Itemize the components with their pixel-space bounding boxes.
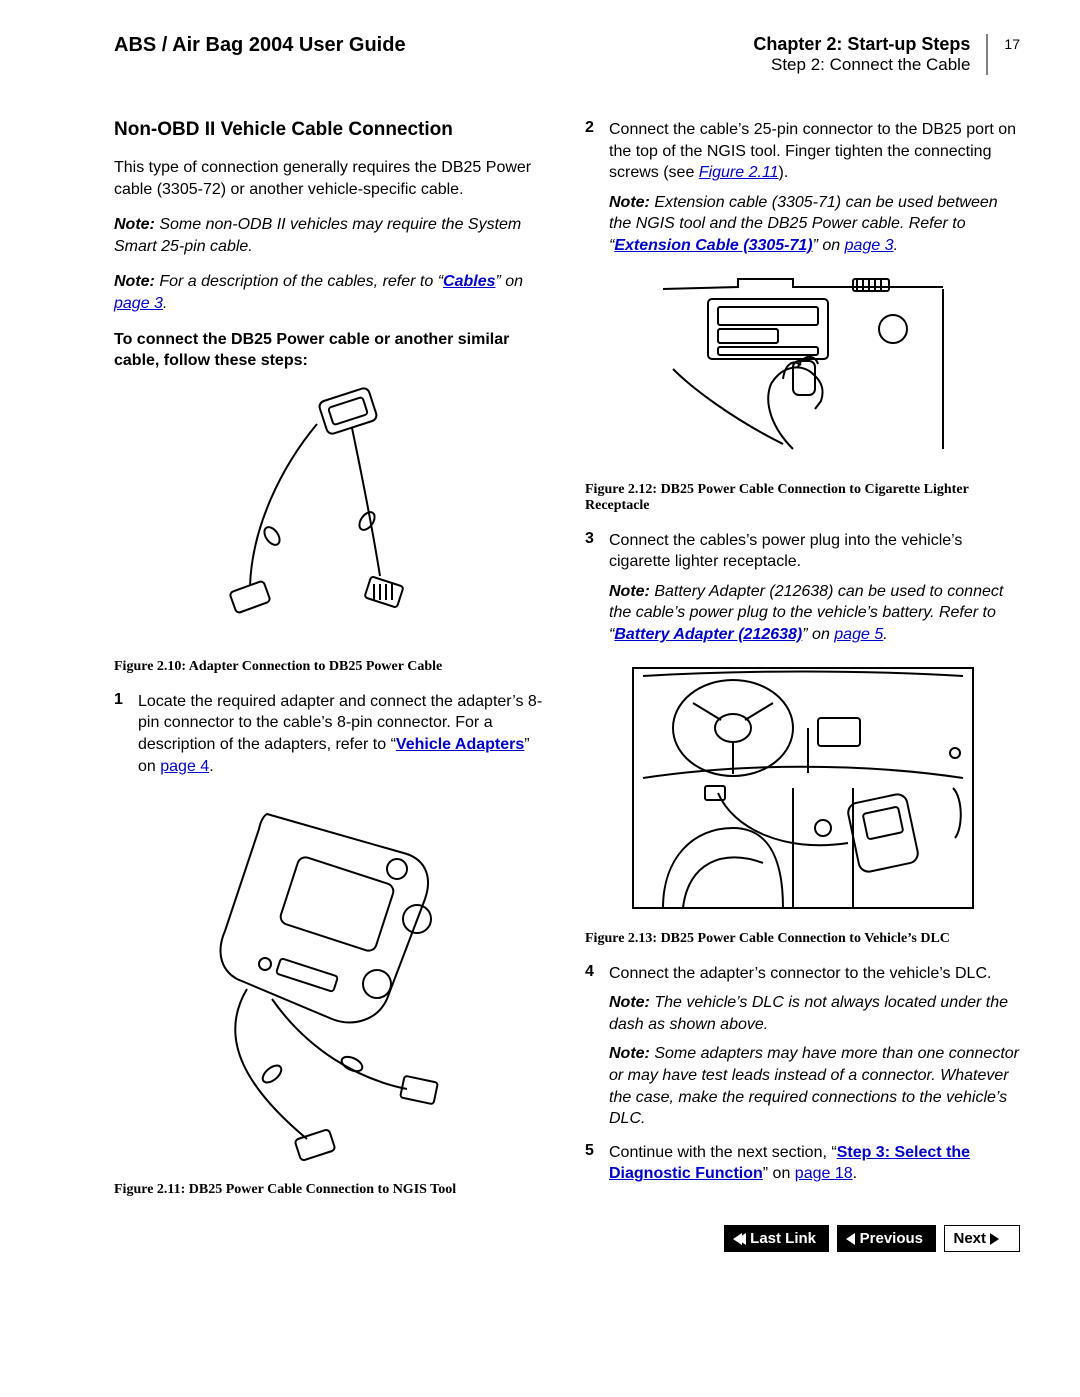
nav-label: Next xyxy=(953,1230,986,1247)
step-text: Connect the cables’s power plug into the… xyxy=(609,532,962,571)
link-page5[interactable]: page 5 xyxy=(834,626,883,643)
step-body: Connect the adapter’s connector to the v… xyxy=(609,963,1020,1130)
note-text: The vehicle’s DLC is not always located … xyxy=(609,994,1008,1033)
step4-note2: Note: Some adapters may have more than o… xyxy=(609,1043,1020,1129)
nav-label: Previous xyxy=(860,1230,923,1247)
step-3: 3 Connect the cables’s power plug into t… xyxy=(585,530,1020,646)
step-body: Connect the cables’s power plug into the… xyxy=(609,530,1020,646)
figure-2-13-caption: Figure 2.13: DB25 Power Cable Connection… xyxy=(585,931,1020,947)
left-column: Non-OBD II Vehicle Cable Connection This… xyxy=(114,119,549,1252)
note-cables-ref: Note: For a description of the cables, r… xyxy=(114,271,549,314)
step3-note: Note: Battery Adapter (212638) can be us… xyxy=(609,581,1020,646)
link-page4[interactable]: page 4 xyxy=(160,758,209,775)
note-text: . xyxy=(894,237,898,254)
step2-note: Note: Extension cable (3305-71) can be u… xyxy=(609,192,1020,257)
note-body: Some non-ODB II vehicles may require the… xyxy=(114,216,521,255)
steps-list-right: 2 Connect the cable’s 25-pin connector t… xyxy=(585,119,1020,257)
steps-list-left: 1 Locate the required adapter and connec… xyxy=(114,691,549,777)
note-text: ” on xyxy=(813,237,845,254)
figure-2-10-caption: Figure 2.10: Adapter Connection to DB25 … xyxy=(114,659,549,675)
cigarette-lighter-illustration xyxy=(643,269,963,469)
step4-note1: Note: The vehicle’s DLC is not always lo… xyxy=(609,992,1020,1035)
intro-text: This type of connection generally requir… xyxy=(114,157,549,200)
step-4: 4 Connect the adapter’s connector to the… xyxy=(585,963,1020,1130)
section-title: Non-OBD II Vehicle Cable Connection xyxy=(114,119,549,141)
note-text: ” on xyxy=(496,273,524,290)
note-label: Note: xyxy=(609,194,650,211)
note-label: Note: xyxy=(114,216,155,233)
step-number: 3 xyxy=(585,530,609,646)
figure-2-12 xyxy=(585,269,1020,474)
step-number: 5 xyxy=(585,1142,609,1185)
link-battery-adapter[interactable]: Battery Adapter (212638) xyxy=(614,626,802,643)
step-text: ” on xyxy=(763,1165,795,1182)
nav-bar: Last Link Previous Next xyxy=(585,1225,1020,1252)
step-1: 1 Locate the required adapter and connec… xyxy=(114,691,549,777)
previous-button[interactable]: Previous xyxy=(837,1225,936,1252)
figure-2-11-caption: Figure 2.11: DB25 Power Cable Connection… xyxy=(114,1182,549,1198)
chapter-title: Chapter 2: Start-up Steps xyxy=(753,34,970,55)
steps-list-right-45: 4 Connect the adapter’s connector to the… xyxy=(585,963,1020,1185)
link-fig211[interactable]: Figure 2.11 xyxy=(699,164,779,181)
link-cables[interactable]: Cables xyxy=(443,273,495,290)
page-header: ABS / Air Bag 2004 User Guide Chapter 2:… xyxy=(114,34,1020,75)
two-column-layout: Non-OBD II Vehicle Cable Connection This… xyxy=(114,119,1020,1252)
note-text: . xyxy=(883,626,887,643)
note-system-smart: Note: Some non-ODB II vehicles may requi… xyxy=(114,214,549,257)
step-name: Step 2: Connect the Cable xyxy=(753,55,970,75)
connect-heading: To connect the DB25 Power cable or anoth… xyxy=(114,329,549,372)
note-label: Note: xyxy=(609,583,650,600)
link-vehicle-adapters[interactable]: Vehicle Adapters xyxy=(396,736,524,753)
figure-2-13 xyxy=(585,658,1020,923)
step-number: 1 xyxy=(114,691,138,777)
link-page3b[interactable]: page 3 xyxy=(845,237,894,254)
step-body: Locate the required adapter and connect … xyxy=(138,691,549,777)
step-text: . xyxy=(853,1165,857,1182)
chevron-left-icon xyxy=(846,1233,855,1245)
note-text: ” on xyxy=(802,626,834,643)
right-column: 2 Connect the cable’s 25-pin connector t… xyxy=(585,119,1020,1252)
step-text: . xyxy=(209,758,213,775)
note-label: Note: xyxy=(114,273,155,290)
page-number: 17 xyxy=(988,34,1020,52)
last-link-button[interactable]: Last Link xyxy=(724,1225,829,1252)
step-5: 5 Continue with the next section, “Step … xyxy=(585,1142,1020,1185)
doc-title: ABS / Air Bag 2004 User Guide xyxy=(114,34,406,57)
note-text: For a description of the cables, refer t… xyxy=(155,273,443,290)
next-button[interactable]: Next xyxy=(944,1225,1020,1252)
step-number: 4 xyxy=(585,963,609,1130)
note-label: Note: xyxy=(609,1045,650,1062)
step-text: Continue with the next section, “ xyxy=(609,1144,837,1161)
ngis-tool-illustration xyxy=(177,789,487,1169)
step-2: 2 Connect the cable’s 25-pin connector t… xyxy=(585,119,1020,257)
step-body: Connect the cable’s 25-pin connector to … xyxy=(609,119,1020,257)
header-right: Chapter 2: Start-up Steps Step 2: Connec… xyxy=(753,34,1020,75)
note-text: . xyxy=(163,295,167,312)
chevron-left-icon xyxy=(737,1233,746,1245)
chevron-right-icon xyxy=(990,1233,999,1245)
steps-list-right-3: 3 Connect the cables’s power plug into t… xyxy=(585,530,1020,646)
figure-2-11 xyxy=(114,789,549,1174)
link-page18[interactable]: page 18 xyxy=(795,1165,853,1182)
step-body: Continue with the next section, “Step 3:… xyxy=(609,1142,1020,1185)
cable-adapter-illustration xyxy=(202,386,462,646)
page: ABS / Air Bag 2004 User Guide Chapter 2:… xyxy=(0,0,1080,1292)
step-text: Connect the adapter’s connector to the v… xyxy=(609,965,991,982)
step-text: Connect the cable’s 25-pin connector to … xyxy=(609,121,1016,181)
step-text: ). xyxy=(779,164,789,181)
link-extension-cable[interactable]: Extension Cable (3305-71) xyxy=(614,237,812,254)
dlc-connection-illustration xyxy=(623,658,983,918)
link-page3[interactable]: page 3 xyxy=(114,295,163,312)
step-number: 2 xyxy=(585,119,609,257)
note-label: Note: xyxy=(609,994,650,1011)
note-text: Some adapters may have more than one con… xyxy=(609,1045,1019,1127)
chapter-block: Chapter 2: Start-up Steps Step 2: Connec… xyxy=(753,34,988,75)
figure-2-10 xyxy=(114,386,549,651)
figure-2-12-caption: Figure 2.12: DB25 Power Cable Connection… xyxy=(585,482,1020,514)
nav-label: Last Link xyxy=(750,1230,816,1247)
